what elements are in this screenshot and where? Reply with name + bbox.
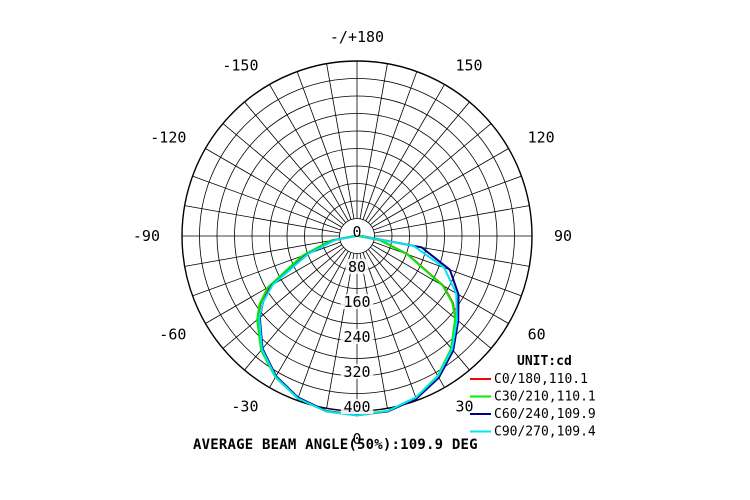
radial-tick-label: 80 — [348, 258, 366, 276]
grid-spoke — [269, 84, 349, 222]
angle-label: -120 — [150, 129, 186, 147]
angle-label: -90 — [133, 227, 160, 245]
angle-label: -/+180 — [330, 28, 384, 46]
legend-entry: C0/180,110.1 — [494, 372, 588, 387]
angle-label: 150 — [456, 56, 483, 74]
radial-label-bg — [340, 399, 374, 414]
grid-spoke — [370, 123, 492, 226]
grid-spoke — [269, 250, 349, 388]
radial-label-bg — [345, 259, 369, 274]
grid-spoke — [374, 205, 530, 234]
grid-spoke — [365, 84, 445, 222]
radial-tick-label: 320 — [343, 363, 370, 381]
unit-label: UNIT:cd — [517, 354, 572, 369]
grid-spoke — [359, 253, 388, 409]
grid-spoke — [296, 71, 352, 220]
radial-tick-label: 160 — [343, 293, 370, 311]
radial-tick-label: 0 — [352, 223, 361, 241]
radial-label-bg — [340, 364, 374, 379]
grid-spoke — [370, 246, 492, 349]
angle-label: -60 — [159, 326, 186, 344]
beam-angle-footer: AVERAGE BEAM ANGLE(50%):109.9 DEG — [193, 437, 478, 453]
grid-spoke — [359, 63, 388, 219]
grid-spoke — [192, 175, 341, 231]
grid-spoke — [222, 123, 344, 226]
grid-spoke — [296, 252, 352, 401]
grid-spoke — [362, 252, 418, 401]
angle-labels: -/+180 150 -150 120 -120 90 -90 60 -60 30 -30 0 — [133, 28, 572, 448]
grid-spoke — [184, 238, 340, 267]
grid-spoke — [184, 205, 340, 234]
grid-spoke — [367, 101, 470, 223]
legend-entry: C30/210,110.1 — [494, 390, 596, 405]
grid-spoke — [222, 246, 344, 349]
grid-spoke — [326, 63, 355, 219]
grid-spoke — [371, 148, 509, 228]
grid-spoke — [373, 175, 522, 231]
radial-label-bg — [340, 294, 374, 309]
grid-spoke — [205, 148, 343, 228]
radial-tick-labels: 0 80 160 240 320 400 — [340, 223, 374, 416]
angle-label: 30 — [456, 398, 474, 416]
angle-label: 60 — [528, 326, 546, 344]
angle-label: 90 — [554, 227, 572, 245]
grid-spoke — [244, 101, 347, 223]
radial-tick-label: 240 — [343, 328, 370, 346]
grid-spoke — [362, 71, 418, 220]
angle-label: -150 — [222, 56, 258, 74]
angle-label: 120 — [528, 129, 555, 147]
legend-entry: C60/240,109.9 — [494, 407, 596, 422]
grid-spoke — [326, 253, 355, 409]
radial-tick-label: 400 — [343, 398, 370, 416]
radial-label-bg — [340, 329, 374, 344]
legend-entry: C90/270,109.4 — [494, 425, 596, 440]
legend: UNIT:cd C0/180,110.1 C30/210,110.1 C60/240… — [470, 354, 596, 440]
angle-label: -30 — [231, 398, 258, 416]
grid-spoke — [365, 250, 445, 388]
angle-label: 0 — [352, 430, 361, 448]
